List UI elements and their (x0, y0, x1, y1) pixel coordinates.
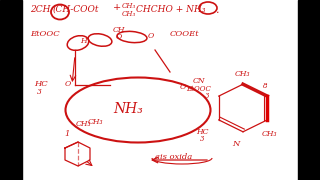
Text: O: O (116, 33, 122, 41)
Text: CH: CH (113, 26, 125, 34)
Text: H: H (80, 37, 87, 45)
Text: 2CH: 2CH (30, 5, 51, 14)
Text: 3: 3 (37, 88, 42, 96)
Text: CH₃: CH₃ (262, 130, 277, 138)
Text: O: O (148, 32, 154, 40)
Text: CN: CN (193, 77, 205, 85)
Text: CH₃: CH₃ (122, 2, 136, 10)
Text: 3: 3 (200, 135, 204, 143)
Text: EtOOC: EtOOC (186, 85, 211, 93)
Text: (CH-COOt: (CH-COOt (53, 5, 100, 14)
Bar (298, 0, 320, 180)
Text: O: O (180, 83, 186, 91)
Text: COOEt: COOEt (170, 30, 200, 38)
Text: 3: 3 (205, 92, 210, 100)
Text: CH₃: CH₃ (76, 120, 92, 128)
Text: O: O (65, 80, 71, 88)
Text: +: + (113, 3, 121, 12)
Text: .: . (215, 5, 219, 15)
Text: CH₃: CH₃ (122, 10, 136, 18)
Text: N: N (232, 140, 239, 148)
Text: ais oxida: ais oxida (155, 153, 192, 161)
Text: NH₃: NH₃ (113, 102, 143, 116)
Text: CH₃: CH₃ (235, 70, 251, 78)
Text: CH₃: CH₃ (88, 118, 103, 126)
Text: 8: 8 (263, 82, 268, 90)
Text: EtOOC: EtOOC (30, 30, 60, 38)
Text: HC: HC (34, 80, 48, 88)
Text: HC: HC (196, 128, 209, 136)
Text: CHCHO + NH₃: CHCHO + NH₃ (136, 5, 205, 14)
Text: 1: 1 (64, 130, 69, 138)
Bar (0, 0, 22, 180)
